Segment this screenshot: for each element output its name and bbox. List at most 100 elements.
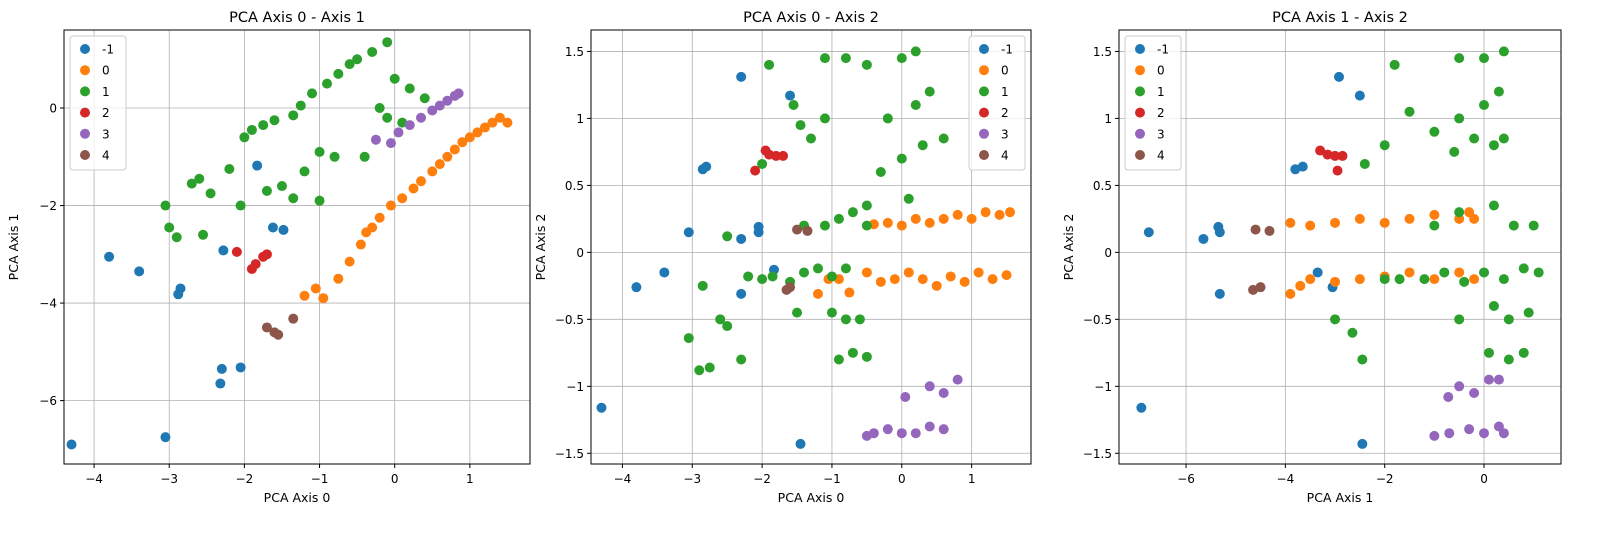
point-series-0 <box>416 176 427 187</box>
point-series-3 <box>385 138 396 149</box>
point-series-1 <box>224 163 235 174</box>
point-series-1 <box>854 314 865 325</box>
plot-frame <box>590 29 1032 465</box>
point-series-3 <box>924 381 935 392</box>
legend-marker <box>979 44 989 54</box>
chart-0: −4 −3 −2 −1 0 1 −6 −4 −2 0 PCA Axis 0 - Axis 1 PCA … <box>6 10 531 505</box>
legend-box <box>968 35 1026 171</box>
point-series-1 <box>1488 140 1499 151</box>
point-series--1 <box>1214 288 1225 299</box>
point-series-3 <box>868 428 879 439</box>
point-series--1 <box>736 288 747 299</box>
x-tick-label: −2 <box>236 472 254 486</box>
point-series-0 <box>959 276 970 287</box>
point-series-3 <box>900 392 911 403</box>
point-series--1 <box>701 161 712 172</box>
point-series-0 <box>875 276 886 287</box>
legend-entry: 2 <box>1001 106 1009 120</box>
point-series-1 <box>198 229 209 240</box>
legend-marker <box>979 128 989 139</box>
point-series-2 <box>1322 149 1333 160</box>
point-series-1 <box>924 86 935 97</box>
point-series-0 <box>344 256 355 267</box>
y-tick-label: 0 <box>1104 246 1112 260</box>
point-series-1 <box>1483 347 1494 358</box>
point-series-0 <box>952 209 963 220</box>
point-series-1 <box>389 73 400 84</box>
point-series-4 <box>1250 224 1261 235</box>
y-tick-label: −2 <box>39 199 57 213</box>
point-series-1 <box>1518 263 1529 274</box>
point-series-1 <box>833 213 844 224</box>
point-series-0 <box>844 287 855 298</box>
point-series-1 <box>840 263 851 274</box>
point-series--1 <box>267 222 278 233</box>
point-series--1 <box>134 266 145 277</box>
point-series-3 <box>1493 374 1504 385</box>
point-series-0 <box>882 217 893 228</box>
chart-title: PCA Axis 0 - Axis 2 <box>743 10 879 26</box>
point-series-2 <box>1315 145 1326 156</box>
point-series-0 <box>910 213 921 224</box>
point-series-1 <box>806 133 816 144</box>
point-series-1 <box>847 207 858 218</box>
point-series-0 <box>472 127 483 138</box>
point-series--1 <box>1297 161 1308 172</box>
y-tick-label: −0.5 <box>555 313 584 327</box>
point-series-1 <box>1404 106 1415 117</box>
point-series-1 <box>882 113 893 124</box>
point-series-0 <box>889 274 900 285</box>
point-series-3 <box>416 112 427 123</box>
point-series-3 <box>1444 428 1455 439</box>
point-series-1 <box>295 100 306 111</box>
point-series-1 <box>847 347 858 358</box>
y-tick-label: −1 <box>566 380 584 394</box>
point-series-3 <box>404 120 415 131</box>
point-series-0 <box>966 213 977 224</box>
point-series-2 <box>250 259 261 270</box>
x-axis-label: PCA Axis 0 <box>264 490 331 505</box>
legend-entry: 1 <box>1157 85 1165 99</box>
point-series-4 <box>1264 225 1275 236</box>
point-series-0 <box>1285 217 1296 228</box>
y-tick-label: −1 <box>1094 380 1112 394</box>
point-series-1 <box>1488 200 1499 211</box>
point-series-1 <box>1508 220 1519 231</box>
point-series-1 <box>896 53 907 64</box>
point-series-1 <box>307 88 318 99</box>
y-axis-label: PCA Axis 2 <box>1061 214 1076 281</box>
point-series-0 <box>355 239 366 250</box>
point-series-0 <box>449 144 460 155</box>
point-series-0 <box>945 271 956 282</box>
point-series-1 <box>1523 307 1534 318</box>
point-series-4 <box>273 329 284 340</box>
x-axis-label: PCA Axis 0 <box>778 490 845 505</box>
point-series-0 <box>1005 207 1016 218</box>
point-series-0 <box>1429 274 1440 285</box>
chart-title: PCA Axis 1 - Axis 2 <box>1272 10 1408 26</box>
point-series--1 <box>795 438 806 449</box>
legend-marker <box>80 128 90 139</box>
point-series--1 <box>1198 233 1209 244</box>
point-series-4 <box>792 224 803 235</box>
point-series-3 <box>1483 374 1494 385</box>
point-series-1 <box>359 151 370 162</box>
legend-marker <box>1135 86 1145 97</box>
point-series-1 <box>374 103 385 114</box>
point-series-1 <box>239 132 250 143</box>
point-series-1 <box>819 53 830 64</box>
point-series-1 <box>186 178 197 189</box>
legend: -1 0 1 2 3 4 <box>1124 35 1182 171</box>
point-series-1 <box>352 54 363 65</box>
x-tick-label: −1 <box>311 472 329 486</box>
point-series-1 <box>1449 146 1460 157</box>
point-series-0 <box>299 290 310 301</box>
point-series-1 <box>715 314 726 325</box>
point-series-3 <box>370 134 381 145</box>
point-series-1 <box>333 68 344 79</box>
point-series-0 <box>812 288 823 299</box>
legend-entry: 0 <box>102 64 110 78</box>
point-series-2 <box>261 249 272 260</box>
point-series--1 <box>1334 71 1345 82</box>
point-series-2 <box>1337 150 1348 161</box>
